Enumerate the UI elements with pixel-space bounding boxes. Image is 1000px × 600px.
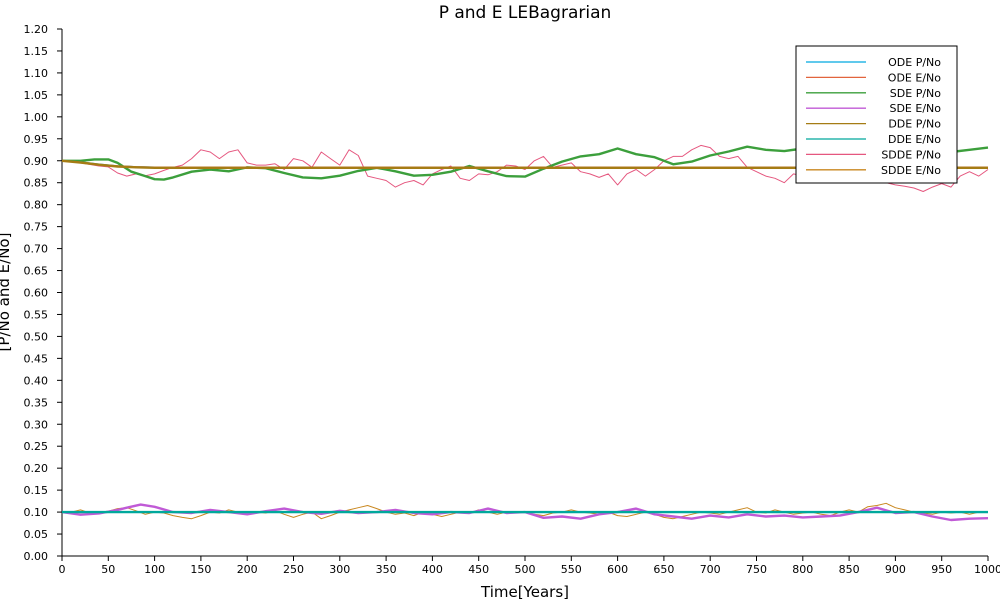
y-axis-ticks: 0.00 0.05 0.10 0.15 0.20 0.25 0.30 0.35 0.40 0.45… <box>24 23 62 563</box>
y-tick-label: 0.90 <box>24 155 49 168</box>
x-tick-label: 300 <box>329 563 350 576</box>
y-tick-label: 0.95 <box>24 133 49 146</box>
y-tick-label: 1.10 <box>24 67 49 80</box>
legend-box <box>795 45 958 184</box>
y-tick-label: 0.50 <box>24 330 49 343</box>
x-tick-label: 1000 <box>974 563 1000 576</box>
x-tick-label: 250 <box>283 563 304 576</box>
legend-label: ODE E/No <box>888 71 941 84</box>
legend-label: SDDE E/No <box>881 164 941 177</box>
x-tick-label: 950 <box>931 563 952 576</box>
y-tick-label: 0.30 <box>24 418 49 431</box>
y-tick-label: 0.70 <box>24 243 49 256</box>
legend: ODE P/No ODE E/No SDE P/No SDE E/No DDE P/No… <box>795 45 958 184</box>
chart-title: P and E LEBagrarian <box>439 3 612 23</box>
x-tick-label: 150 <box>190 563 211 576</box>
y-axis-title: [P/No and E/No] <box>0 233 13 352</box>
y-tick-label: 1.15 <box>24 45 49 58</box>
x-tick-label: 450 <box>468 563 489 576</box>
y-tick-label: 0.85 <box>24 177 49 190</box>
y-tick-label: 0.55 <box>24 308 49 321</box>
x-axis-ticks: 0 50 100 150 200 250 300 350 400 450 500 550 600 650 7… <box>59 556 1000 576</box>
y-tick-label: 0.45 <box>24 352 49 365</box>
y-tick-label: 0.25 <box>24 440 49 453</box>
y-tick-label: 0.80 <box>24 199 49 212</box>
y-tick-label: 0.35 <box>24 396 49 409</box>
y-tick-label: 0.00 <box>24 550 49 563</box>
x-tick-label: 750 <box>746 563 767 576</box>
x-tick-label: 100 <box>144 563 165 576</box>
y-tick-label: 0.05 <box>24 528 49 541</box>
x-tick-label: 50 <box>101 563 115 576</box>
y-tick-label: 0.75 <box>24 221 49 234</box>
x-axis-title: Time[Years] <box>480 583 569 600</box>
x-tick-label: 650 <box>653 563 674 576</box>
y-tick-label: 1.05 <box>24 89 49 102</box>
y-tick-label: 0.15 <box>24 484 49 497</box>
legend-label: SDE E/No <box>889 102 941 115</box>
y-tick-label: 0.40 <box>24 374 49 387</box>
legend-label: DDE P/No <box>888 118 941 131</box>
x-tick-label: 900 <box>885 563 906 576</box>
x-tick-label: 350 <box>376 563 397 576</box>
series-lines <box>61 144 989 522</box>
x-tick-label: 600 <box>607 563 628 576</box>
x-tick-label: 550 <box>561 563 582 576</box>
y-tick-label: 0.10 <box>24 506 49 519</box>
y-tick-label: 0.20 <box>24 462 49 475</box>
x-tick-label: 850 <box>839 563 860 576</box>
x-tick-label: 0 <box>59 563 66 576</box>
legend-label: DDE E/No <box>888 133 941 146</box>
legend-label: SDDE P/No <box>881 148 941 161</box>
y-tick-label: 0.60 <box>24 287 49 300</box>
x-tick-label: 400 <box>422 563 443 576</box>
legend-label: ODE P/No <box>888 56 941 69</box>
legend-label: SDE P/No <box>890 87 941 100</box>
series-line-dde-p-no <box>61 159 988 170</box>
x-tick-label: 800 <box>792 563 813 576</box>
y-tick-label: 1.00 <box>24 111 49 124</box>
x-tick-label: 200 <box>237 563 258 576</box>
x-tick-label: 700 <box>700 563 721 576</box>
x-tick-label: 500 <box>515 563 536 576</box>
y-tick-label: 0.65 <box>24 265 49 278</box>
y-tick-label: 1.20 <box>24 23 49 36</box>
